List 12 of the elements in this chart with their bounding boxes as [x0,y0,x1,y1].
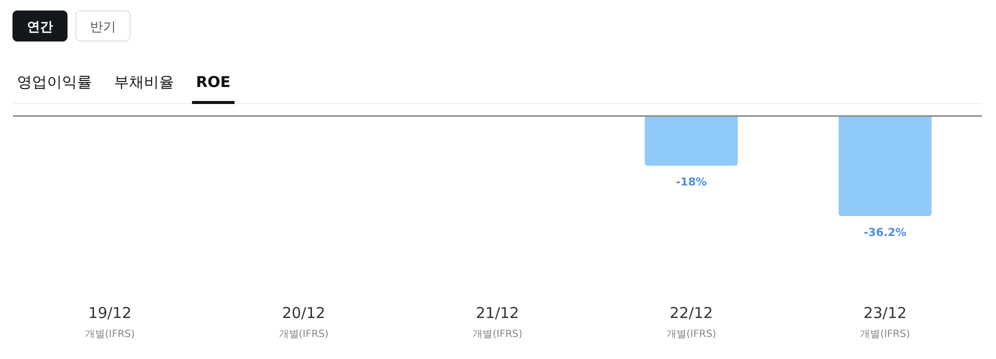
x-tick-label: 20/12 개별(IFRS) [278,304,329,340]
x-tick-label: 22/12 개별(IFRS) [666,304,716,340]
data-label: -36.2% [864,226,906,239]
text: 영업이익률 [17,73,92,91]
text: 연간 [27,20,53,35]
data-label: -18% [676,176,707,189]
x-tick-label: 21/12 개별(IFRS) [472,304,522,340]
text: ROE [196,73,231,91]
text: 부채비율 [114,73,174,91]
text: 반기 [90,20,116,35]
x-tick-label: 19/12 개별(IFRS) [84,304,135,340]
x-tick-label: 23/12 개별(IFRS) [860,304,910,340]
